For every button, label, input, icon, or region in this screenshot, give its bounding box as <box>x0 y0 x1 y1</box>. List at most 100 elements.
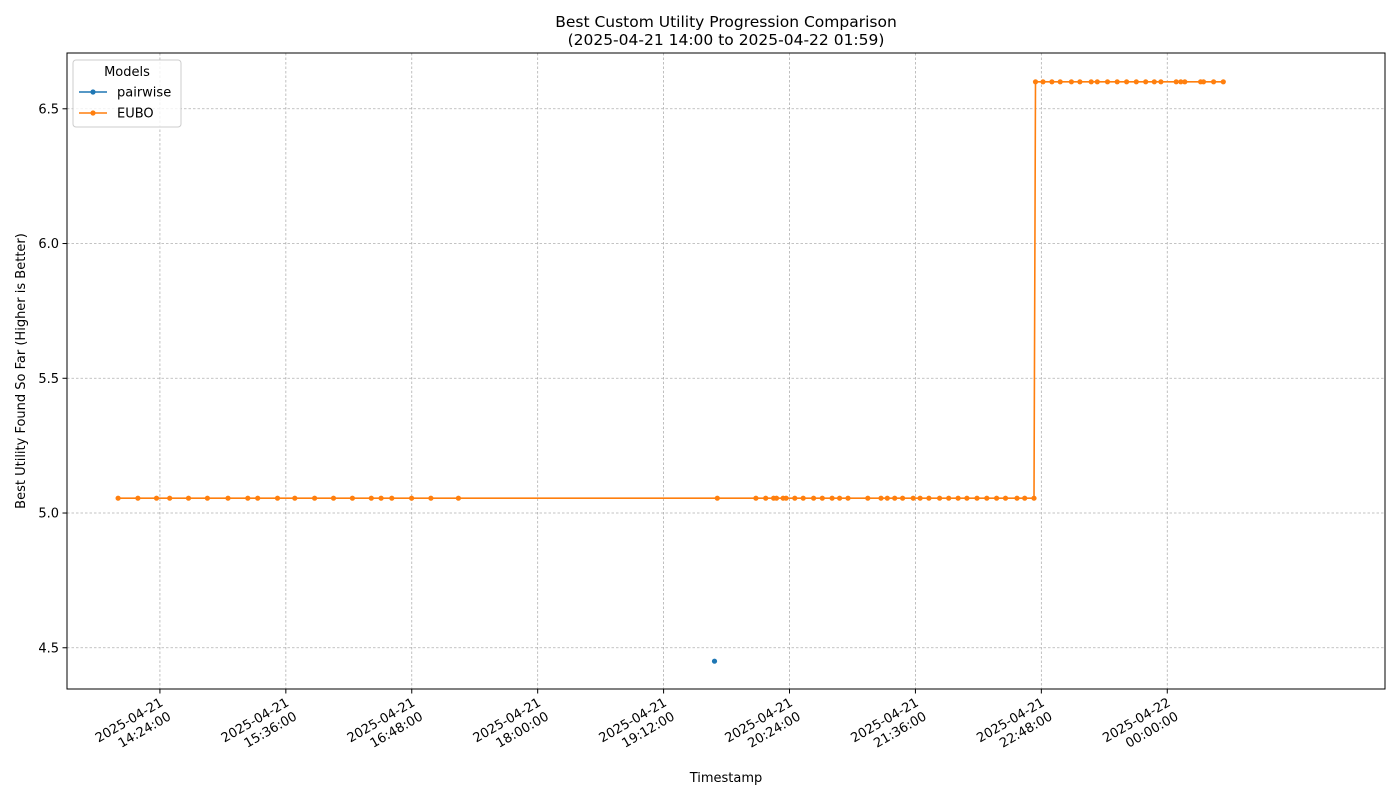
data-point-EUBO <box>964 495 970 501</box>
legend-box <box>72 59 182 128</box>
data-point-EUBO <box>1211 79 1217 85</box>
data-point-EUBO <box>984 495 990 501</box>
data-point-EUBO <box>225 495 231 501</box>
data-point-EUBO <box>926 495 932 501</box>
data-point-EUBO <box>1068 79 1074 85</box>
data-point-EUBO <box>1143 79 1149 85</box>
series-line-EUBO <box>118 81 1224 499</box>
x-tick-label: 2025-04-2122:48:00 <box>974 695 1055 760</box>
chart-subtitle: (2025-04-21 14:00 to 2025-04-22 01:59) <box>568 31 885 49</box>
data-point-EUBO <box>884 495 890 501</box>
y-tick-label: 5.0 <box>38 507 59 522</box>
plot-frame <box>66 52 1386 690</box>
y-tick-label: 6.0 <box>38 237 59 252</box>
data-layer <box>115 79 1226 664</box>
data-point-EUBO <box>783 495 789 501</box>
data-point-EUBO <box>800 495 806 501</box>
data-point-EUBO <box>409 495 415 501</box>
data-point-EUBO <box>1057 79 1063 85</box>
data-point-EUBO <box>1094 79 1100 85</box>
series-pairwise <box>711 658 718 664</box>
legend-swatch-marker <box>90 89 96 95</box>
data-point-EUBO <box>455 495 461 501</box>
data-point-EUBO <box>185 495 192 501</box>
data-point-EUBO <box>312 495 318 501</box>
data-point-EUBO <box>955 495 961 501</box>
data-point-EUBO <box>1088 79 1094 85</box>
data-point-EUBO <box>1032 79 1039 85</box>
data-point-EUBO <box>937 495 943 501</box>
data-point-EUBO <box>1158 79 1164 85</box>
data-point-EUBO <box>1200 79 1207 85</box>
data-point-EUBO <box>865 495 871 501</box>
x-tick-label: 2025-04-2115:36:00 <box>219 695 300 760</box>
legend-label: EUBO <box>117 107 154 122</box>
legend-title: Models <box>104 65 150 80</box>
x-tick-label: 2025-04-2121:36:00 <box>848 695 929 760</box>
data-point-EUBO <box>811 495 817 501</box>
data-point-EUBO <box>994 495 1000 501</box>
y-tick-label: 5.5 <box>38 372 59 387</box>
data-point-EUBO <box>204 495 210 501</box>
data-point-EUBO <box>792 495 798 501</box>
y-tick-label: 4.5 <box>38 641 59 656</box>
data-point-pairwise <box>711 658 718 664</box>
data-point-EUBO <box>1114 79 1120 85</box>
data-point-EUBO <box>292 495 298 501</box>
x-tick-label: 2025-04-2114:24:00 <box>93 695 174 760</box>
y-tick-label: 6.5 <box>38 102 59 117</box>
data-point-EUBO <box>753 495 759 501</box>
data-point-EUBO <box>1124 79 1130 85</box>
x-tick-label: 2025-04-2200:00:00 <box>1100 695 1181 760</box>
data-point-EUBO <box>167 495 173 501</box>
data-point-EUBO <box>1173 79 1179 85</box>
data-point-EUBO <box>974 495 980 501</box>
x-tick-label: 2025-04-2119:12:00 <box>597 695 678 760</box>
legend: Models pairwise EUBO <box>72 59 182 128</box>
data-point-EUBO <box>153 495 160 501</box>
data-point-EUBO <box>773 495 780 501</box>
data-point-EUBO <box>378 495 384 501</box>
data-point-EUBO <box>917 495 923 501</box>
data-point-EUBO <box>1040 79 1046 85</box>
data-point-EUBO <box>1133 79 1139 85</box>
x-axis-label: Timestamp <box>689 771 763 786</box>
x-tick-label: 2025-04-2116:48:00 <box>345 695 426 760</box>
legend-label: pairwise <box>117 86 171 101</box>
data-point-EUBO <box>714 495 720 501</box>
data-point-EUBO <box>845 495 851 501</box>
data-point-EUBO <box>245 495 251 501</box>
y-axis-label: Best Utility Found So Far (Higher is Bet… <box>14 233 29 509</box>
data-point-EUBO <box>837 495 843 501</box>
data-point-EUBO <box>389 495 395 501</box>
data-point-EUBO <box>878 495 884 501</box>
data-point-EUBO <box>1220 79 1226 85</box>
data-point-EUBO <box>829 495 835 501</box>
data-point-EUBO <box>255 495 261 501</box>
data-point-EUBO <box>115 495 121 501</box>
data-point-EUBO <box>428 495 434 501</box>
tick-layer: 2025-04-2114:24:00 2025-04-2115:36:00 2025… <box>38 102 1181 760</box>
x-tick-label: 2025-04-2120:24:00 <box>723 695 804 760</box>
data-point-EUBO <box>349 495 355 501</box>
data-point-EUBO <box>892 495 898 501</box>
data-point-EUBO <box>1178 79 1184 85</box>
data-point-EUBO <box>900 495 906 501</box>
data-point-EUBO <box>819 495 825 501</box>
data-point-EUBO <box>135 495 141 501</box>
data-point-EUBO <box>1014 495 1020 501</box>
x-tick-label: 2025-04-2118:00:00 <box>471 695 552 760</box>
data-point-EUBO <box>330 495 337 501</box>
data-point-EUBO <box>1031 495 1037 501</box>
data-point-EUBO <box>910 495 916 501</box>
data-point-EUBO <box>1077 79 1083 85</box>
data-point-EUBO <box>1104 79 1111 85</box>
data-point-EUBO <box>1022 495 1028 501</box>
chart-title: Best Custom Utility Progression Comparis… <box>555 13 897 31</box>
series-EUBO <box>115 79 1226 501</box>
grid-layer <box>67 53 1385 689</box>
data-point-EUBO <box>274 495 281 501</box>
legend-swatch-marker <box>90 110 96 116</box>
